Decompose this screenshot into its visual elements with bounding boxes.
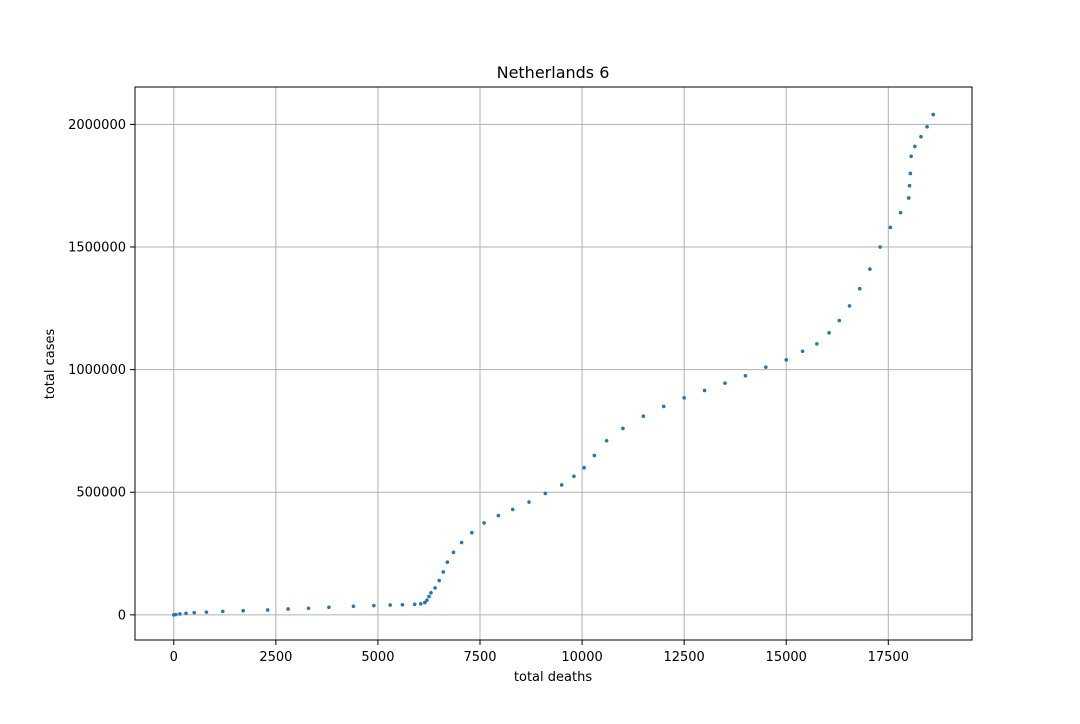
y-tick-label: 1000000 bbox=[68, 363, 126, 378]
tick-layer: 0 2500 5000 7500 10000 12500 15000 17500 0 500000… bbox=[68, 118, 909, 665]
data-point bbox=[286, 607, 290, 611]
data-point bbox=[470, 530, 474, 535]
data-point bbox=[800, 349, 805, 354]
data-point bbox=[174, 612, 178, 617]
data-point bbox=[907, 183, 912, 188]
data-point bbox=[919, 134, 923, 139]
y-tick-label: 1500000 bbox=[68, 241, 126, 256]
data-point bbox=[427, 594, 431, 599]
data-point bbox=[868, 267, 872, 271]
y-tick-label: 2000000 bbox=[68, 118, 126, 133]
data-point bbox=[857, 286, 862, 291]
data-point bbox=[496, 513, 501, 518]
data-point bbox=[559, 483, 564, 487]
data-point bbox=[306, 606, 311, 611]
data-point bbox=[931, 112, 936, 117]
data-point bbox=[702, 388, 707, 393]
data-point bbox=[419, 602, 423, 606]
data-point bbox=[459, 540, 464, 545]
data-point bbox=[815, 342, 819, 346]
data-point bbox=[372, 603, 376, 608]
x-tick-label: 0 bbox=[170, 650, 178, 665]
data-point bbox=[925, 125, 929, 129]
data-point bbox=[898, 210, 903, 215]
data-point bbox=[184, 611, 188, 616]
data-point bbox=[445, 560, 450, 564]
data-point bbox=[265, 608, 270, 612]
x-tick-label: 17500 bbox=[868, 650, 909, 665]
x-tick-label: 15000 bbox=[766, 650, 807, 665]
data-point bbox=[400, 603, 405, 607]
data-point bbox=[178, 612, 182, 616]
data-point bbox=[827, 331, 831, 335]
data-point bbox=[909, 154, 913, 159]
data-point bbox=[682, 396, 686, 400]
data-point bbox=[661, 404, 666, 409]
data-point bbox=[220, 609, 225, 614]
data-point bbox=[743, 373, 748, 378]
data-point bbox=[582, 465, 586, 470]
data-point bbox=[621, 426, 625, 431]
plot-frame bbox=[134, 86, 973, 641]
data-point bbox=[604, 438, 609, 443]
data-point bbox=[441, 570, 446, 574]
data-point bbox=[204, 610, 209, 614]
data-points bbox=[171, 112, 936, 617]
x-axis-label: total deaths bbox=[514, 670, 592, 685]
data-point bbox=[764, 365, 768, 369]
data-point bbox=[327, 605, 331, 610]
grid-layer bbox=[135, 87, 972, 640]
data-point bbox=[888, 225, 893, 230]
y-axis-label: total cases bbox=[43, 329, 58, 400]
data-point bbox=[433, 586, 437, 590]
data-point bbox=[878, 245, 882, 249]
data-point bbox=[847, 304, 852, 308]
data-point bbox=[572, 474, 576, 479]
data-point bbox=[592, 453, 597, 458]
data-point bbox=[429, 590, 433, 595]
x-tick-label: 7500 bbox=[463, 650, 496, 665]
data-point bbox=[412, 602, 417, 607]
data-point bbox=[425, 598, 429, 602]
data-point bbox=[451, 550, 456, 555]
data-point bbox=[641, 414, 646, 419]
data-point bbox=[913, 144, 917, 149]
chart-title: Netherlands 6 bbox=[497, 63, 610, 82]
data-point bbox=[351, 604, 356, 609]
data-point bbox=[241, 608, 245, 613]
data-point bbox=[784, 358, 789, 362]
y-tick-label: 500000 bbox=[76, 486, 126, 501]
data-point bbox=[437, 578, 441, 583]
x-tick-label: 2500 bbox=[259, 650, 292, 665]
data-point bbox=[723, 381, 727, 385]
data-point bbox=[423, 600, 427, 605]
x-tick-label: 12500 bbox=[663, 650, 704, 665]
data-point bbox=[510, 507, 515, 512]
x-tick-label: 5000 bbox=[361, 650, 394, 665]
data-point bbox=[908, 171, 913, 176]
x-tick-label: 10000 bbox=[561, 650, 602, 665]
data-point bbox=[543, 491, 548, 496]
data-point bbox=[482, 521, 486, 525]
data-point bbox=[388, 603, 392, 607]
data-point bbox=[906, 196, 911, 200]
data-point bbox=[527, 500, 531, 504]
y-tick-label: 0 bbox=[118, 608, 126, 623]
data-point bbox=[192, 610, 197, 615]
data-point bbox=[837, 318, 842, 323]
